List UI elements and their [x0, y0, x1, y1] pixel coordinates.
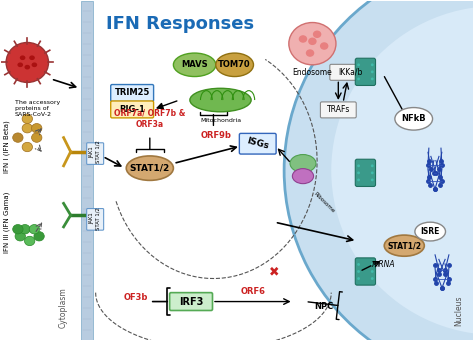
Text: STAT1/2: STAT1/2 — [130, 164, 170, 173]
Text: Nucleus: Nucleus — [454, 295, 463, 326]
Ellipse shape — [306, 49, 314, 57]
Ellipse shape — [22, 114, 33, 123]
Wedge shape — [284, 0, 474, 341]
Ellipse shape — [15, 232, 26, 241]
Text: ISRE: ISRE — [420, 227, 440, 236]
Ellipse shape — [357, 270, 360, 273]
Ellipse shape — [371, 270, 374, 273]
Text: Endosome: Endosome — [292, 68, 332, 77]
Ellipse shape — [371, 71, 374, 73]
Text: ISGs: ISGs — [246, 136, 270, 151]
Text: JAK1
STAT 1/2: JAK1 STAT 1/2 — [90, 140, 100, 163]
FancyBboxPatch shape — [111, 101, 154, 118]
Ellipse shape — [22, 123, 33, 133]
Ellipse shape — [299, 35, 307, 43]
Ellipse shape — [320, 42, 328, 50]
Bar — [82, 1, 93, 340]
Ellipse shape — [371, 63, 374, 66]
Text: Ribosome: Ribosome — [312, 192, 335, 214]
Ellipse shape — [384, 235, 424, 256]
Ellipse shape — [290, 154, 316, 173]
Ellipse shape — [22, 142, 33, 152]
Text: NFkB: NFkB — [401, 114, 426, 123]
Text: Cytoplasm: Cytoplasm — [58, 287, 67, 328]
Ellipse shape — [289, 23, 336, 65]
Ellipse shape — [308, 38, 317, 45]
Text: STAT1/2: STAT1/2 — [387, 241, 421, 250]
Text: ORF9b: ORF9b — [201, 131, 231, 140]
Ellipse shape — [357, 63, 360, 66]
FancyBboxPatch shape — [87, 209, 104, 230]
Ellipse shape — [415, 222, 446, 241]
Ellipse shape — [371, 178, 374, 181]
Text: mRNA: mRNA — [371, 260, 395, 269]
FancyBboxPatch shape — [87, 143, 104, 164]
Ellipse shape — [25, 65, 30, 70]
Ellipse shape — [32, 133, 42, 142]
Ellipse shape — [29, 224, 39, 234]
FancyBboxPatch shape — [239, 133, 276, 154]
Ellipse shape — [25, 236, 35, 246]
Text: IFN I (IFN Beta): IFN I (IFN Beta) — [4, 121, 10, 173]
Ellipse shape — [357, 71, 360, 73]
Text: TOM70: TOM70 — [219, 60, 251, 69]
FancyBboxPatch shape — [320, 102, 356, 118]
Text: TRIM25: TRIM25 — [115, 89, 150, 98]
FancyBboxPatch shape — [170, 293, 212, 311]
Text: MAVS: MAVS — [181, 60, 208, 69]
Ellipse shape — [216, 53, 254, 76]
Text: ✖: ✖ — [268, 265, 279, 278]
Ellipse shape — [395, 107, 433, 130]
Ellipse shape — [20, 224, 30, 234]
Ellipse shape — [13, 133, 23, 142]
Ellipse shape — [371, 277, 374, 280]
Ellipse shape — [6, 43, 48, 83]
Text: NPC: NPC — [315, 302, 334, 311]
FancyBboxPatch shape — [356, 159, 375, 187]
Text: TRAFs: TRAFs — [327, 105, 350, 114]
Ellipse shape — [371, 172, 374, 174]
Ellipse shape — [190, 88, 251, 112]
Ellipse shape — [357, 77, 360, 80]
Text: Mitochondria: Mitochondria — [200, 118, 241, 123]
Text: RIG-1: RIG-1 — [119, 105, 146, 114]
Ellipse shape — [29, 55, 35, 60]
Ellipse shape — [126, 156, 173, 180]
Text: IFN III (IFN Gama): IFN III (IFN Gama) — [4, 192, 10, 253]
Text: IRF3: IRF3 — [179, 297, 203, 307]
FancyBboxPatch shape — [356, 58, 375, 86]
Text: IFN Responses: IFN Responses — [106, 15, 255, 33]
Ellipse shape — [371, 164, 374, 167]
Text: OF3b: OF3b — [124, 293, 148, 302]
Ellipse shape — [32, 123, 42, 133]
Ellipse shape — [292, 168, 314, 184]
Ellipse shape — [357, 178, 360, 181]
Wedge shape — [331, 6, 474, 335]
Ellipse shape — [313, 30, 321, 38]
Text: The accessory
proteins of
SARS-CoV-2: The accessory proteins of SARS-CoV-2 — [15, 100, 60, 117]
Text: ORF6: ORF6 — [241, 287, 266, 296]
Ellipse shape — [357, 172, 360, 174]
Ellipse shape — [357, 277, 360, 280]
Ellipse shape — [371, 77, 374, 80]
FancyBboxPatch shape — [330, 64, 370, 80]
FancyBboxPatch shape — [111, 85, 154, 101]
Ellipse shape — [357, 164, 360, 167]
Ellipse shape — [357, 263, 360, 266]
Text: ORF7a/ ORF7b &
ORF3a: ORF7a/ ORF7b & ORF3a — [114, 109, 185, 129]
FancyBboxPatch shape — [356, 258, 375, 285]
Text: IKKa/b: IKKa/b — [338, 68, 362, 77]
Text: JAK1
STAT 1/2: JAK1 STAT 1/2 — [90, 207, 100, 230]
Ellipse shape — [371, 263, 374, 266]
Ellipse shape — [20, 55, 26, 60]
Ellipse shape — [32, 62, 37, 67]
Ellipse shape — [18, 62, 23, 67]
Ellipse shape — [13, 224, 23, 234]
Ellipse shape — [34, 232, 44, 241]
Ellipse shape — [173, 53, 216, 76]
